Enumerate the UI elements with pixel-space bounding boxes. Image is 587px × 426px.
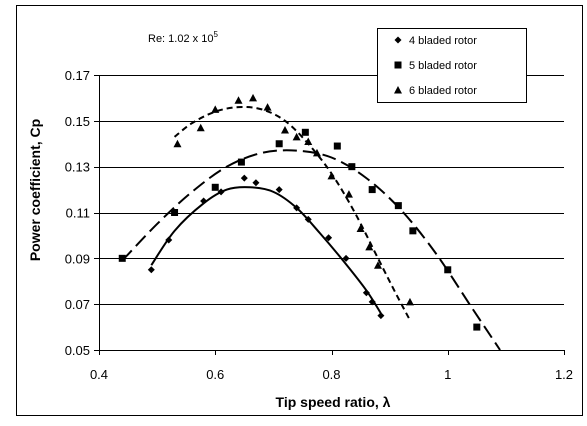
data-point-series-2-9: [312, 148, 321, 157]
data-point-series-0-5: [252, 179, 260, 187]
data-point-series-0-1: [165, 236, 173, 244]
x-tick-label: 0.6: [206, 367, 224, 382]
data-point-series-0-10: [342, 254, 350, 262]
data-point-series-1-12: [473, 323, 481, 331]
data-point-series-1-10: [409, 227, 417, 235]
y-tick-label: 0.11: [66, 206, 90, 221]
data-point-series-2-0: [173, 139, 182, 148]
data-point-series-1-9: [394, 202, 402, 210]
data-point-series-0-7: [293, 204, 301, 212]
annotation-text: Re: 1.02 x 105: [148, 30, 218, 45]
legend-label-series-2: 6 bladed rotor: [409, 85, 477, 97]
x-tick-label: 1: [444, 367, 451, 382]
data-point-series-2-11: [344, 190, 353, 198]
data-point-series-2-5: [263, 103, 272, 111]
data-point-series-0-13: [377, 312, 385, 320]
legend-items: 4 bladed rotor 5 bladed rotor 6 bladed rot…: [394, 35, 477, 97]
legend-marker-series-0: [394, 36, 402, 44]
data-point-series-0-2: [200, 197, 208, 205]
y-tick-label: 0.17: [65, 68, 90, 83]
x-tick-label: 0.8: [322, 367, 340, 382]
data-point-series-2-14: [374, 261, 382, 269]
axis-layer: 0.05 0.07 0.09 0.11 0.13 0.15 0.17 0.4 0.6 0.8 1 1.…: [65, 68, 573, 382]
legend-label-series-0: 4 bladed rotor: [409, 35, 477, 47]
y-tick-label: 0.05: [65, 343, 90, 358]
x-tick-label: 0.4: [90, 367, 108, 382]
legend-box: [377, 28, 527, 103]
marker-layer: [118, 93, 481, 331]
trendline-series-1: [121, 149, 501, 351]
data-point-series-0-11: [362, 289, 370, 297]
data-point-series-2-7: [292, 132, 301, 141]
data-point-series-0-8: [304, 215, 312, 223]
data-point-series-1-7: [348, 163, 356, 171]
x-axis-title: Tip speed ratio, λ: [276, 394, 391, 410]
data-point-series-0-4: [240, 174, 248, 182]
data-point-series-2-12: [356, 224, 365, 233]
data-point-series-2-8: [304, 137, 313, 145]
data-point-series-0-3: [217, 188, 225, 196]
data-point-series-1-6: [333, 142, 341, 150]
legend-marker-series-1: [394, 61, 402, 69]
x-tick-label: 1.2: [555, 367, 573, 382]
data-point-series-1-3: [237, 158, 245, 166]
data-point-series-2-2: [211, 105, 220, 113]
legend: 4 bladed rotor 5 bladed rotor 6 bladed rot…: [377, 28, 527, 103]
data-point-series-1-0: [118, 254, 126, 262]
data-point-series-2-6: [281, 126, 289, 134]
data-point-series-1-5: [301, 128, 309, 136]
data-point-series-0-12: [368, 298, 376, 306]
data-point-series-2-10: [327, 171, 336, 180]
data-point-series-1-8: [368, 186, 376, 194]
data-point-series-1-4: [275, 140, 283, 148]
data-point-series-0-0: [147, 266, 155, 274]
y-tick-label: 0.07: [65, 297, 90, 312]
legend-label-series-1: 5 bladed rotor: [409, 60, 477, 72]
trendline-series-0: [150, 186, 382, 314]
data-point-series-1-1: [171, 209, 179, 216]
y-tick-label: 0.09: [65, 251, 90, 266]
y-tick-label: 0.15: [65, 114, 90, 129]
data-point-series-1-2: [211, 183, 219, 191]
data-point-series-2-13: [365, 242, 374, 251]
y-axis-title: Power coefficient, Cp: [27, 119, 43, 261]
data-point-series-2-3: [234, 96, 243, 104]
data-point-series-2-4: [249, 93, 258, 102]
data-point-series-1-11: [444, 266, 452, 274]
y-tick-label: 0.13: [65, 160, 90, 175]
data-point-series-0-9: [325, 234, 333, 242]
data-point-series-0-6: [275, 186, 283, 194]
data-point-series-2-15: [405, 297, 414, 306]
data-point-series-2-1: [196, 123, 205, 132]
legend-marker-series-2: [394, 86, 402, 94]
